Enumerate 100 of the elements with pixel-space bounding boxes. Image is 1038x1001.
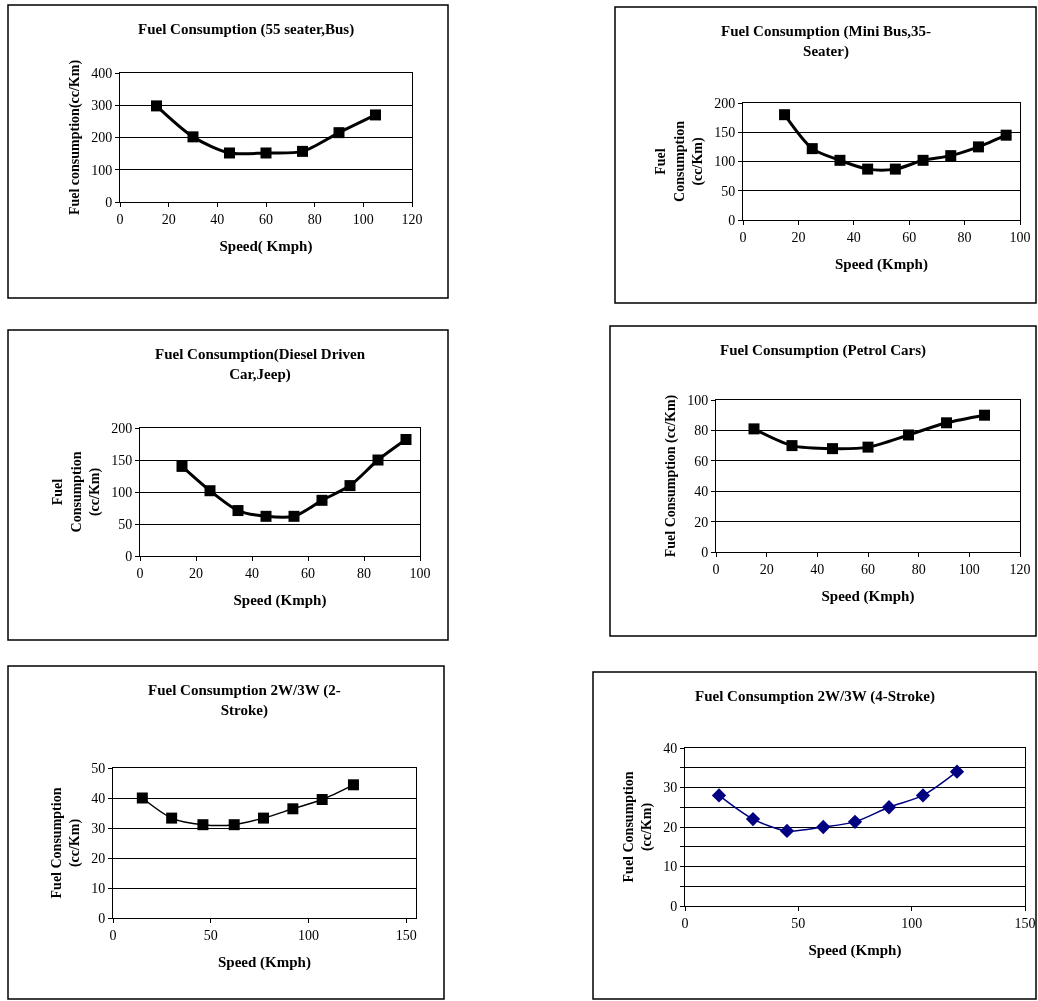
y-tick-label: 20	[663, 819, 678, 835]
y-axis-title: Fuel Consumption (cc/Km)	[48, 787, 83, 899]
y-tick-label: 40	[663, 740, 678, 756]
x-tick-label: 60	[902, 229, 917, 245]
y-tick-label: 150	[111, 452, 133, 468]
point	[224, 147, 235, 159]
point	[258, 812, 270, 824]
y-tick-label: 100	[687, 392, 709, 408]
x-tick-label: 80	[357, 565, 371, 581]
x-tick-label: 80	[957, 229, 972, 245]
x-tick-label: 0	[681, 915, 689, 931]
point	[400, 434, 412, 446]
y-tick-label: 100	[111, 484, 133, 500]
x-axis-title: Speed (Kmph)	[233, 591, 327, 609]
y-tick-label: 50	[721, 183, 736, 199]
point	[288, 510, 300, 522]
point	[370, 109, 381, 121]
point	[941, 417, 953, 429]
point	[372, 454, 384, 466]
y-axis-title: Fuel Consumption (cc/Km)	[50, 451, 103, 533]
y-tick-label: 20	[694, 514, 709, 530]
point	[779, 823, 795, 839]
point	[949, 764, 965, 779]
y-tick-label: 20	[91, 850, 106, 866]
y-tick-label: 0	[125, 548, 133, 564]
x-axis-title: Speed (Kmph)	[218, 953, 311, 971]
x-tick-label: 80	[911, 561, 926, 577]
chart-title: Fuel Consumption (55 seater,Bus)	[138, 21, 355, 38]
y-axis-title: Fuel Consumption (cc/Km)	[620, 771, 655, 883]
chart-title: Fuel Consumption (Mini Bus,35-Seater)	[721, 23, 932, 60]
y-tick-label: 50	[118, 516, 133, 532]
x-tick-label: 100	[409, 565, 431, 581]
y-tick-label: 30	[91, 820, 106, 836]
point	[204, 485, 216, 497]
point	[187, 131, 199, 143]
point	[344, 480, 356, 492]
x-tick-label: 50	[203, 927, 218, 943]
x-tick-label: 60	[861, 561, 875, 577]
y-tick-label: 0	[701, 544, 709, 560]
point	[136, 792, 148, 804]
x-axis-title: Speed (Kmph)	[821, 587, 915, 605]
x-tick-label: 150	[395, 927, 417, 943]
chart-title: Fuel Consumption 2W/3W (4-Stroke)	[695, 688, 935, 705]
x-tick-label: 0	[136, 565, 144, 581]
x-tick-label: 0	[739, 229, 747, 245]
y-axis-title: Fuel Consumption (cc/Km)	[662, 394, 679, 558]
point	[827, 443, 839, 455]
x-axis-title: Speed (Kmph)	[835, 255, 928, 273]
x-tick-label: 60	[259, 211, 273, 227]
x-tick-label: 20	[189, 565, 203, 581]
y-axis-title: Fuel Consumption (cc/Km)	[653, 120, 706, 202]
point	[197, 819, 209, 831]
point	[834, 154, 846, 166]
point	[1000, 129, 1012, 141]
point	[917, 154, 929, 166]
x-tick-label: 100	[901, 915, 923, 931]
x-tick-label: 20	[791, 229, 806, 245]
point	[979, 409, 991, 421]
point	[847, 814, 863, 830]
x-axis-title: Speed( Kmph)	[219, 237, 313, 255]
y-tick-label: 40	[694, 484, 709, 500]
y-tick-label: 0	[670, 898, 678, 914]
point	[228, 819, 240, 831]
x-tick-label: 100	[958, 561, 980, 577]
x-tick-label: 150	[1014, 915, 1036, 931]
chart-title: Fuel Consumption(Diesel Driven Car,Jeep)	[155, 346, 366, 383]
x-tick-label: 40	[210, 211, 225, 227]
point	[176, 460, 188, 472]
point	[151, 100, 162, 112]
y-tick-label: 200	[91, 130, 113, 146]
x-tick-label: 40	[245, 565, 259, 581]
y-axis-title: Fuel consumption(cc/Km)	[66, 59, 83, 216]
y-tick-label: 60	[694, 453, 709, 469]
point	[945, 150, 957, 162]
point	[260, 147, 272, 159]
point	[166, 812, 178, 824]
point	[260, 510, 272, 522]
point	[779, 109, 791, 121]
x-axis-title: Speed (Kmph)	[808, 941, 902, 959]
x-tick-label: 100	[352, 211, 374, 227]
point	[862, 441, 874, 453]
y-tick-label: 30	[663, 780, 678, 796]
y-tick-label: 300	[91, 98, 113, 114]
point	[881, 800, 897, 815]
x-tick-label: 20	[759, 561, 774, 577]
x-tick-label: 80	[307, 211, 322, 227]
point	[889, 163, 901, 175]
y-tick-label: 80	[694, 423, 709, 439]
y-tick-label: 40	[91, 790, 106, 806]
point	[915, 788, 931, 803]
point	[748, 423, 760, 435]
point	[347, 779, 359, 791]
y-tick-label: 100	[91, 162, 113, 178]
point	[333, 127, 345, 139]
chart-title: Fuel Consumption (Petrol Cars)	[720, 342, 926, 359]
y-tick-label: 0	[105, 194, 113, 210]
chart-title: Fuel Consumption 2W/3W (2-Stroke)	[148, 682, 341, 719]
point	[711, 788, 727, 803]
point	[862, 163, 874, 175]
y-tick-label: 10	[91, 880, 106, 896]
